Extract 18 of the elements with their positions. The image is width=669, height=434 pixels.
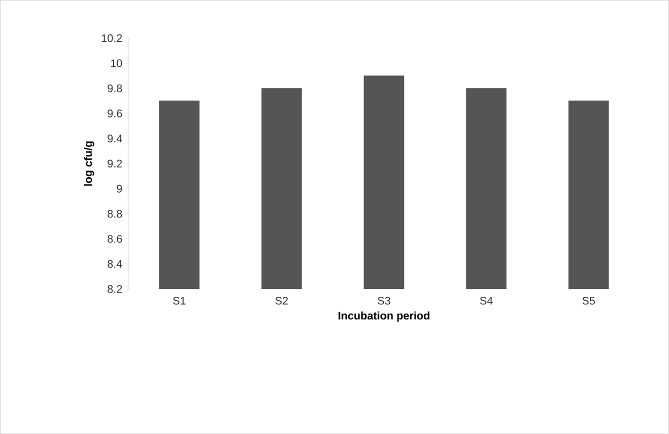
y-tick-label: 9.8 — [108, 84, 122, 92]
x-tick-label: S4 — [480, 296, 493, 305]
y-tick-label: 8.2 — [108, 285, 122, 293]
x-tick-label: S1 — [173, 296, 186, 305]
y-tick-label: 8.8 — [108, 210, 122, 218]
y-axis-title: log cfu/g — [84, 141, 94, 186]
x-tick-label: S3 — [378, 296, 390, 305]
x-tick-label: S5 — [582, 296, 595, 305]
y-tick-label: 8.4 — [108, 260, 122, 268]
y-tick-label: 9.4 — [108, 134, 122, 142]
y-tick-label: 10 — [111, 59, 122, 68]
y-tick-label: 8.6 — [108, 234, 122, 243]
y-tick-label: 10.2 — [102, 34, 122, 42]
y-tick-label: 9.2 — [108, 160, 122, 168]
x-axis-title: Incubation period — [338, 311, 430, 322]
y-tick-label: 9.6 — [108, 109, 122, 118]
y-tick-label: 9 — [116, 184, 122, 193]
x-tick-label: S2 — [275, 296, 288, 305]
